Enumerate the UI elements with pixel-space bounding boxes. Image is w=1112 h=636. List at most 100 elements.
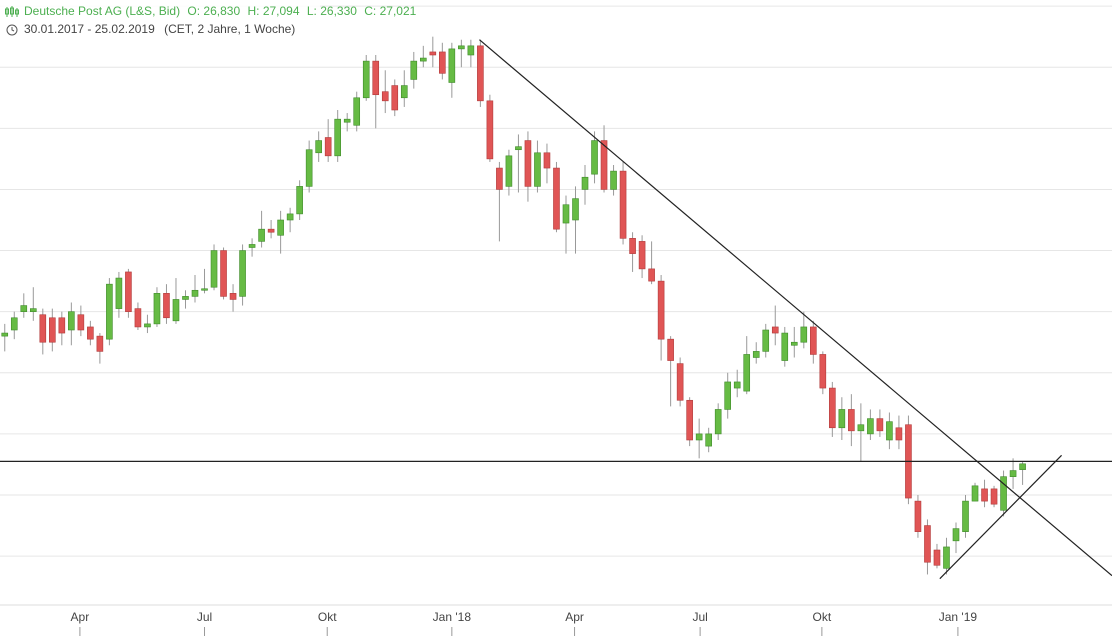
candle-body	[752, 351, 760, 358]
candle-body	[1009, 470, 1017, 477]
candle-body	[638, 241, 646, 270]
candle-body	[981, 488, 988, 502]
candle-body	[334, 118, 341, 157]
candle-body	[496, 167, 503, 190]
candle-body	[867, 418, 874, 435]
date-range: 30.01.2017 - 25.02.2019	[24, 22, 155, 36]
candle-body	[315, 140, 322, 154]
candle-body	[581, 176, 589, 190]
candle-body	[362, 60, 370, 99]
candle-body	[10, 317, 18, 331]
candle-body	[68, 311, 75, 331]
candle-body	[153, 293, 161, 325]
candle-body	[1000, 476, 1007, 511]
candle-body	[591, 140, 598, 175]
candle-body	[952, 528, 960, 542]
candle-body	[848, 409, 855, 432]
candle-body	[172, 299, 180, 322]
ohlc-close: C: 27,021	[364, 4, 416, 18]
candle-body	[144, 323, 151, 328]
x-tick-label: Okt	[813, 610, 832, 624]
header: Deutsche Post AG (L&S, Bid) O: 26,830 H:…	[0, 0, 417, 38]
candle-body	[29, 308, 37, 312]
candle-body	[420, 57, 427, 62]
candle-body	[600, 140, 608, 190]
candle-body	[790, 341, 798, 346]
header-line: Deutsche Post AG (L&S, Bid) O: 26,830 H:…	[24, 4, 417, 18]
candle-body	[629, 238, 636, 254]
settings: (CET, 2 Jahre, 1 Woche)	[164, 22, 295, 36]
candle-body	[943, 546, 950, 569]
candle-body	[77, 314, 85, 331]
candle-body	[191, 289, 199, 297]
candle-body	[771, 326, 779, 334]
candle-body	[705, 433, 712, 447]
candle-body	[543, 152, 551, 169]
candle-body	[724, 381, 731, 410]
candle-body	[182, 296, 189, 300]
candle-body	[829, 387, 836, 429]
candle-body	[819, 354, 827, 389]
candle-icon	[5, 6, 19, 17]
candle-body	[524, 140, 532, 187]
candle-body	[220, 250, 227, 297]
candle-body	[924, 525, 931, 563]
candle-body	[125, 271, 132, 312]
candle-body	[458, 45, 465, 50]
candle-body	[762, 329, 770, 352]
candle-body	[743, 354, 751, 392]
candle-body	[876, 418, 884, 432]
candle-body	[267, 228, 275, 233]
candle-body	[895, 427, 903, 441]
instrument: Deutsche Post AG (L&S, Bid)	[24, 4, 180, 18]
ohlc-low: L: 26,330	[307, 4, 357, 18]
candle-body	[39, 314, 47, 343]
candle-body	[381, 91, 389, 102]
candle-body	[486, 100, 494, 160]
candle-body	[857, 424, 865, 432]
candle-body	[248, 244, 256, 248]
candle-body	[781, 332, 789, 361]
candle-body	[439, 51, 446, 74]
candle-body	[277, 219, 284, 236]
candle-body	[914, 500, 922, 532]
candle-body	[515, 146, 522, 151]
candle-body	[477, 45, 484, 102]
trendline	[479, 39, 1112, 577]
candle-body	[58, 317, 66, 334]
candle-body	[553, 167, 560, 230]
candle-body	[429, 51, 437, 56]
x-tick-label: Apr	[565, 610, 584, 624]
candle-body	[229, 293, 237, 300]
candle-body	[572, 198, 579, 221]
candle-body	[20, 305, 28, 312]
x-tick-label: Jan '19	[939, 610, 978, 624]
candle-body	[296, 186, 303, 215]
candle-body	[201, 288, 208, 291]
candle-body	[610, 170, 617, 190]
candle-body	[505, 155, 513, 187]
candle-body	[353, 97, 361, 126]
candle-body	[933, 549, 941, 566]
candle-body	[96, 335, 104, 352]
clock-icon	[6, 24, 18, 36]
candle-body	[391, 85, 399, 111]
candle-body	[258, 228, 265, 242]
candle-body	[106, 283, 113, 340]
candle-body	[286, 213, 294, 221]
candle-body	[305, 149, 313, 187]
candle-body	[210, 250, 218, 288]
candle-body	[239, 250, 246, 297]
candle-body	[1019, 463, 1026, 470]
x-tick-label: Jul	[692, 610, 707, 624]
x-tick-label: Apr	[71, 610, 90, 624]
candle-body	[962, 500, 969, 532]
header-bg	[0, 0, 320, 38]
candle-body	[657, 280, 665, 340]
candle-body	[115, 277, 123, 309]
trendline	[939, 454, 1063, 580]
candle-body	[534, 152, 541, 187]
candle-body	[838, 409, 846, 429]
candle-body	[886, 421, 893, 441]
